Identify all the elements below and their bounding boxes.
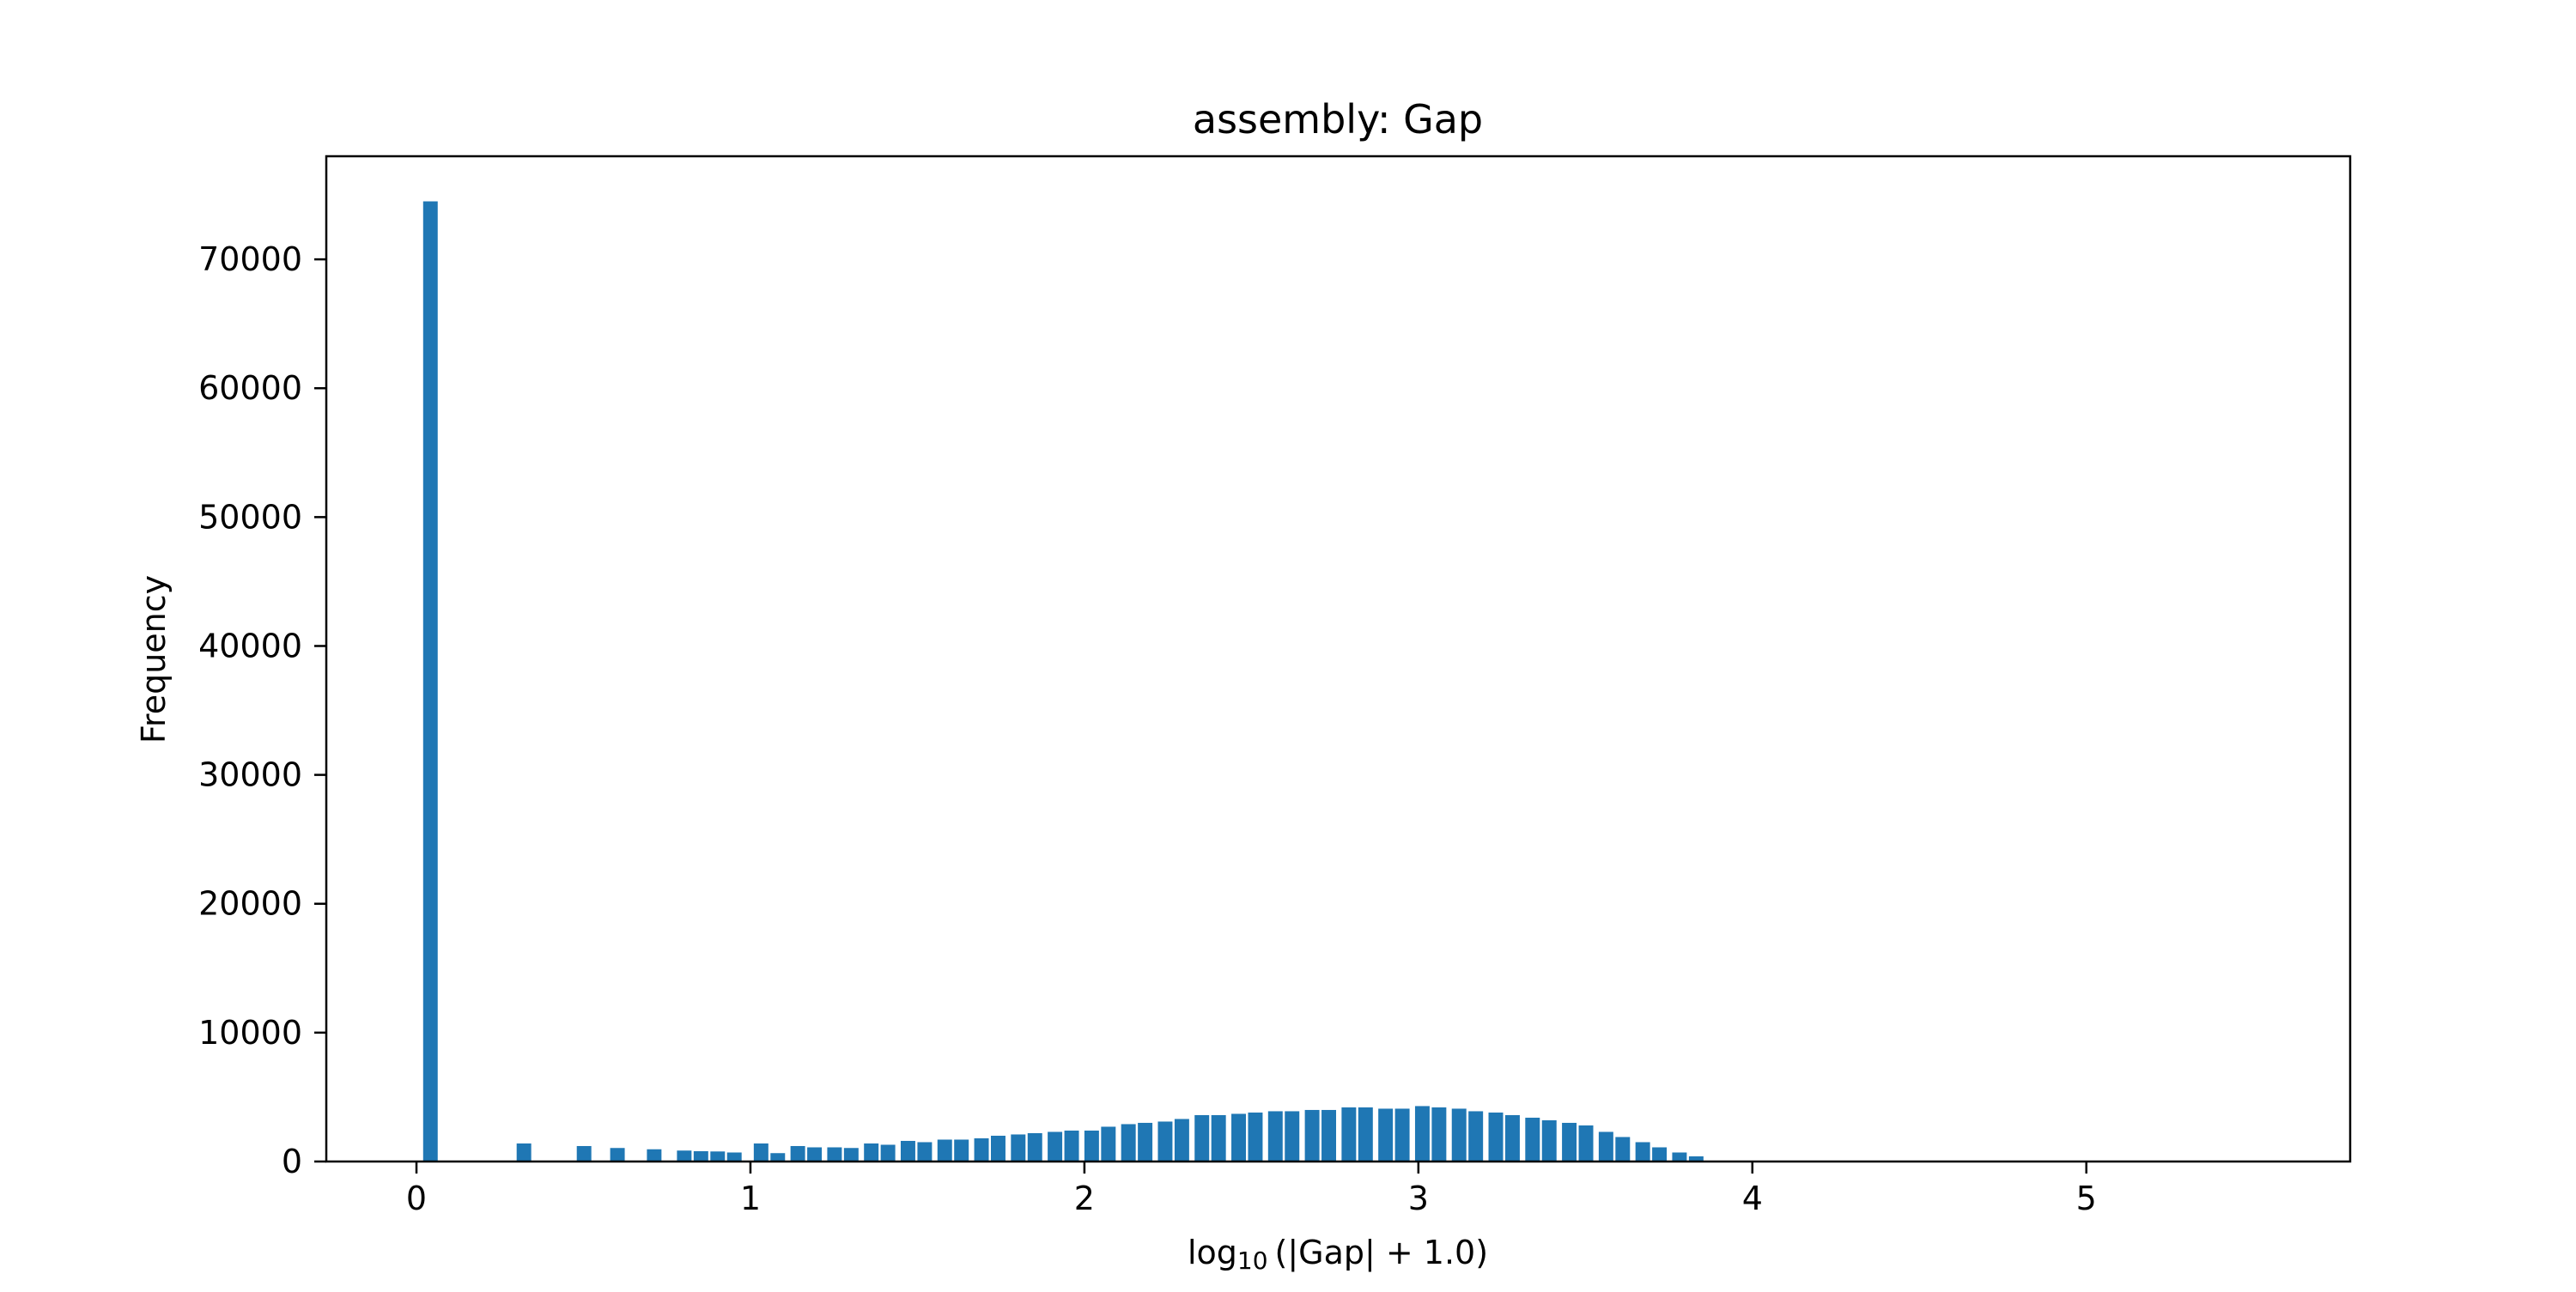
histogram-bar xyxy=(1048,1131,1063,1162)
histogram-bar xyxy=(753,1143,769,1162)
x-axis-title-subscript: 10 xyxy=(1237,1247,1268,1275)
histogram-bar xyxy=(1504,1114,1520,1162)
histogram-bar xyxy=(1578,1125,1594,1162)
histogram-bar xyxy=(693,1150,708,1162)
histogram-bar xyxy=(1414,1106,1430,1162)
histogram-bar xyxy=(1101,1126,1116,1162)
histogram-bar xyxy=(1267,1111,1283,1162)
histogram-bar xyxy=(1358,1107,1373,1162)
x-axis-title-rest: (|Gap| + 1.0) xyxy=(1275,1234,1489,1272)
x-tick-label: 1 xyxy=(740,1180,761,1217)
histogram-bar xyxy=(1138,1122,1153,1162)
histogram-bar xyxy=(1011,1134,1026,1162)
y-tick-label: 70000 xyxy=(198,240,302,278)
x-tick-label: 2 xyxy=(1074,1180,1095,1217)
y-axis-ticks: 0 10000 20000 30000 40000 50000 60000 70000 xyxy=(198,240,326,1180)
histogram-bar xyxy=(880,1144,896,1162)
histogram-bar xyxy=(677,1150,692,1162)
histogram-bar xyxy=(1562,1122,1577,1162)
y-axis-title: Frequency xyxy=(135,575,173,743)
histogram-bar xyxy=(1285,1111,1300,1162)
histogram-bar xyxy=(1431,1107,1447,1162)
x-tick-label: 3 xyxy=(1408,1180,1429,1217)
histogram-bar xyxy=(1248,1112,1263,1162)
histogram-bar xyxy=(1525,1117,1540,1162)
histogram-bar xyxy=(1688,1156,1704,1162)
histogram-bar xyxy=(1321,1109,1337,1162)
histogram-bar xyxy=(1451,1108,1467,1162)
histogram-bar xyxy=(1174,1119,1189,1162)
histogram-bar xyxy=(1211,1114,1226,1162)
histogram-bar xyxy=(1541,1119,1557,1162)
bars-group xyxy=(422,201,1704,1162)
histogram-bar xyxy=(516,1143,532,1162)
histogram-bar xyxy=(974,1137,989,1162)
histogram-bar xyxy=(954,1139,969,1162)
y-tick-label: 10000 xyxy=(198,1014,302,1052)
histogram-bar xyxy=(807,1147,823,1162)
histogram-bar xyxy=(726,1152,742,1162)
histogram-bar xyxy=(770,1153,786,1162)
x-tick-label: 4 xyxy=(1742,1180,1763,1217)
histogram-bar xyxy=(1635,1142,1650,1162)
plot-frame xyxy=(325,155,2352,1163)
histogram-bar xyxy=(917,1142,933,1162)
histogram-bar xyxy=(827,1147,842,1162)
y-tick-label: 50000 xyxy=(198,498,302,536)
y-tick-label: 60000 xyxy=(198,369,302,407)
histogram-bar xyxy=(647,1149,662,1162)
histogram-bar xyxy=(991,1135,1005,1162)
y-tick-label: 20000 xyxy=(198,885,302,923)
y-tick-label: 0 xyxy=(282,1143,302,1180)
y-tick-label: 30000 xyxy=(198,756,302,794)
histogram-bar xyxy=(1488,1112,1504,1162)
histogram-bar xyxy=(1084,1130,1099,1162)
histogram-bar xyxy=(1304,1109,1320,1162)
x-tick-label: 5 xyxy=(2076,1180,2097,1217)
x-tick-label: 0 xyxy=(406,1180,427,1217)
histogram-bar xyxy=(710,1151,726,1162)
histogram-bar xyxy=(1378,1108,1394,1162)
histogram-bar xyxy=(900,1140,915,1162)
histogram-bar xyxy=(937,1139,952,1162)
histogram-bar xyxy=(1194,1114,1210,1162)
histogram-bar xyxy=(1121,1124,1136,1162)
y-tick-label: 40000 xyxy=(198,627,302,664)
histogram-bar xyxy=(1468,1111,1484,1162)
histogram-bar xyxy=(422,201,438,1162)
histogram-bar xyxy=(1672,1152,1687,1162)
histogram-bar xyxy=(1064,1130,1079,1162)
histogram-bar xyxy=(1598,1131,1613,1162)
histogram-bar xyxy=(1341,1107,1357,1162)
histogram-bar xyxy=(1394,1108,1410,1162)
histogram-bar xyxy=(1027,1132,1042,1162)
histogram-bar xyxy=(1157,1121,1173,1162)
histogram-bar xyxy=(843,1148,859,1162)
histogram-bar xyxy=(1652,1147,1668,1162)
x-axis-ticks: 0 1 2 3 4 5 xyxy=(406,1162,2097,1217)
chart-title: assembly: Gap xyxy=(1193,96,1483,143)
histogram-bar xyxy=(790,1145,805,1162)
x-axis-title: log10 (|Gap| + 1.0) xyxy=(1188,1234,1488,1275)
x-axis-title-main: log xyxy=(1188,1234,1237,1271)
histogram-bar xyxy=(576,1145,592,1162)
histogram-bar xyxy=(864,1143,879,1162)
histogram-bar xyxy=(1231,1113,1246,1162)
histogram-bar xyxy=(1615,1137,1631,1162)
histogram-bar xyxy=(610,1148,625,1162)
